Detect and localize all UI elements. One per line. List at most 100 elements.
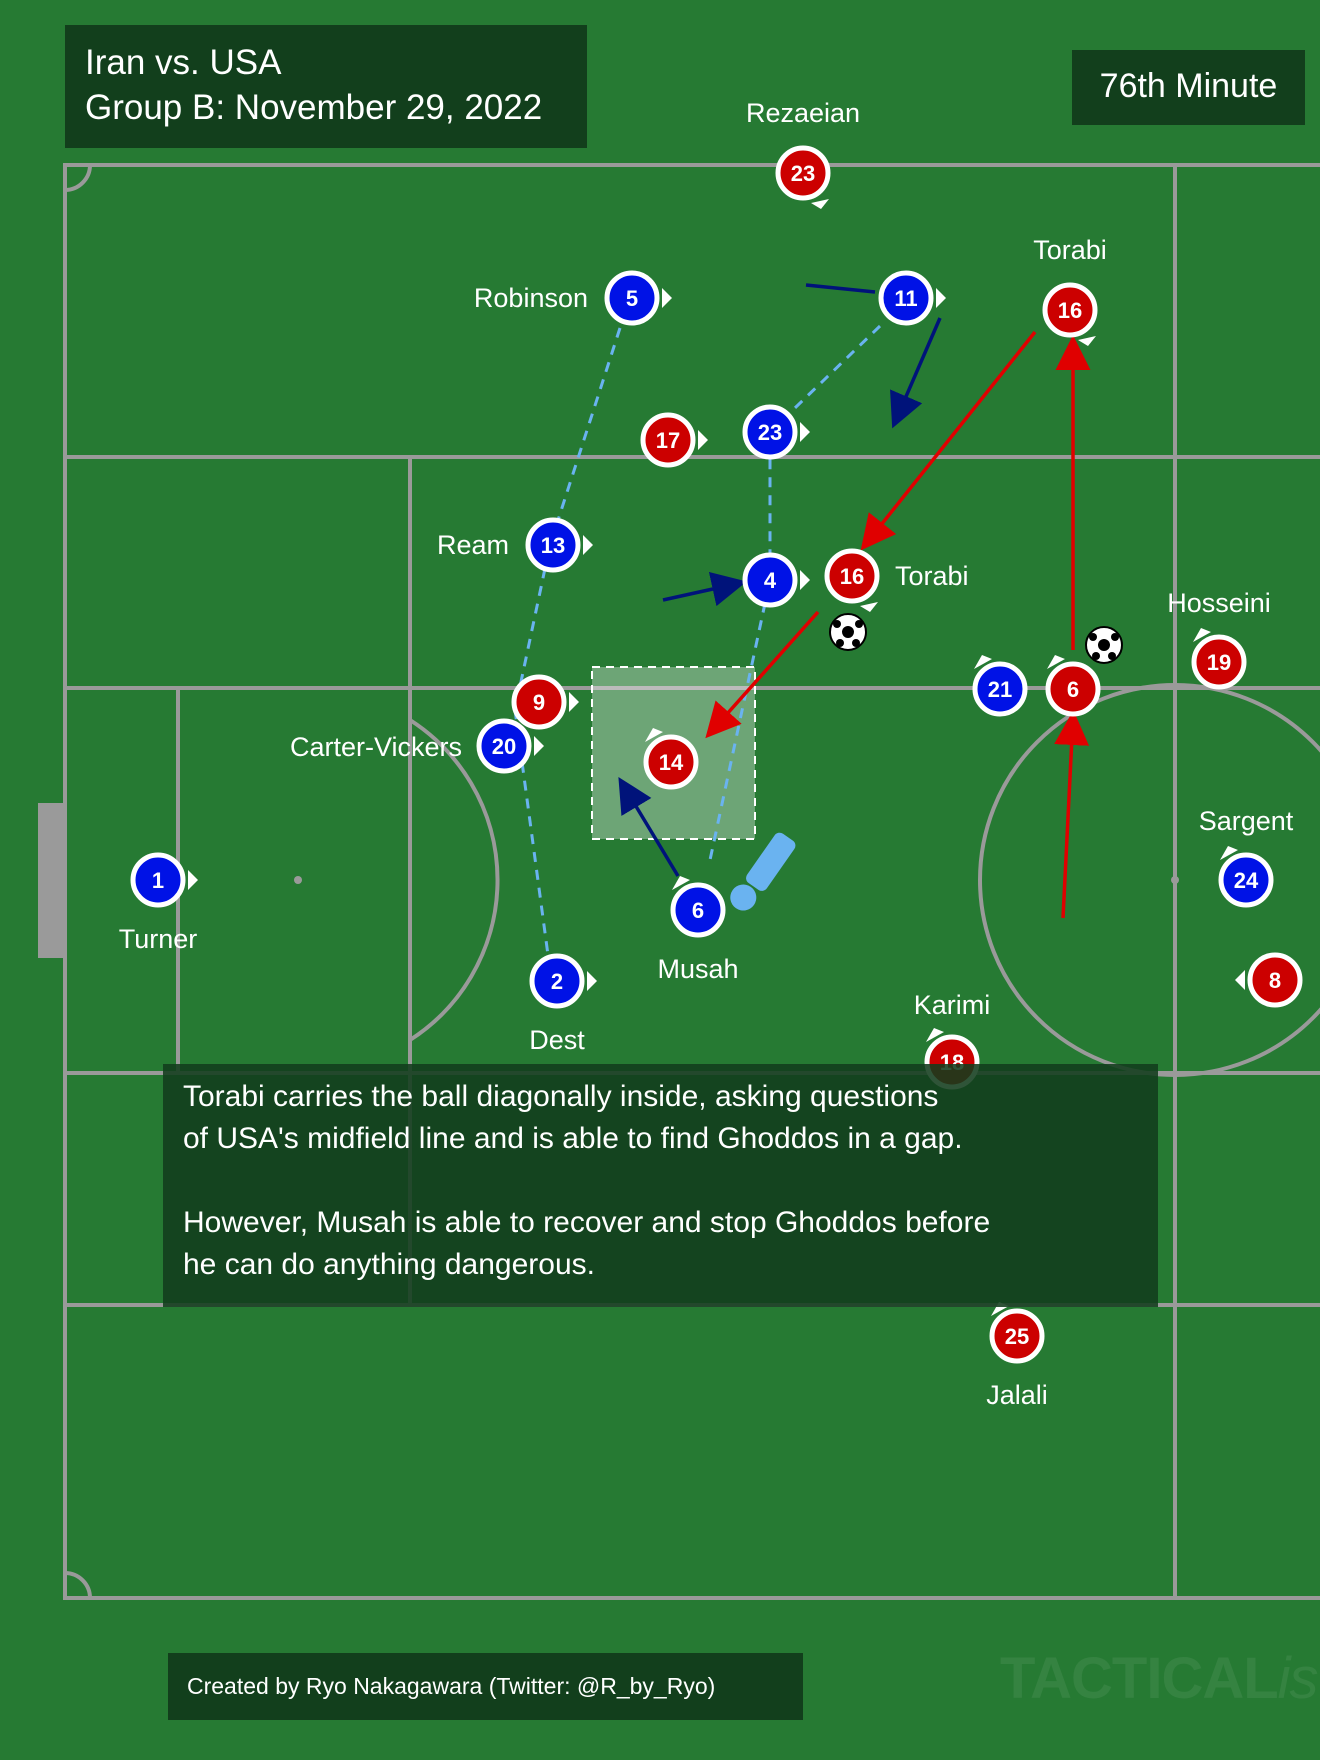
usa-player-21: 21 [972, 655, 1028, 717]
iran-player-8: 8 [1235, 952, 1303, 1008]
usa-player-marker [1218, 852, 1274, 908]
iran-player-number: 16 [840, 564, 864, 589]
usa-player-number: 21 [988, 677, 1012, 702]
usa-player-name: Ream [437, 530, 509, 560]
usa-player-5: 5 Robinson [474, 270, 672, 326]
iran-player-number: 9 [533, 690, 545, 715]
iran-player-number: 23 [791, 161, 815, 186]
soccer-ball-icon [1085, 626, 1123, 664]
usa-player-number: 24 [1234, 868, 1259, 893]
iran-player-marker [1247, 952, 1303, 1008]
run-4-step [662, 571, 747, 607]
direction-triangle-icon [672, 876, 690, 890]
usa-player-marker [972, 661, 1028, 717]
direction-triangle-icon [1078, 336, 1096, 346]
direction-triangle-icon [587, 971, 597, 991]
usa-player-11: 11 [878, 270, 946, 326]
usa-player-marker [670, 882, 726, 938]
direction-triangle-icon [188, 870, 198, 890]
iran-player-6: 6 [1045, 655, 1101, 717]
iran-movements [705, 330, 1091, 919]
iran-player-name: Rezaeian [746, 98, 860, 128]
run-11-press [805, 283, 876, 294]
usa-player-name: Turner [119, 924, 198, 954]
direction-triangle-icon [1047, 655, 1065, 669]
iran-player-number: 8 [1269, 968, 1281, 993]
direction-triangle-icon [1193, 628, 1211, 642]
usa-player-marker [604, 270, 660, 326]
caption-box: Torabi carries the ball diagonally insid… [163, 1064, 1158, 1307]
usa-player-marker [878, 270, 934, 326]
run-6-carry [1054, 710, 1090, 919]
usa-player-number: 20 [492, 734, 516, 759]
pass-to-14 [705, 610, 820, 739]
iran-player-number: 17 [656, 428, 680, 453]
penalty-spot [294, 876, 302, 884]
exclamation-icon [730, 832, 796, 911]
goal [38, 803, 65, 958]
iran-player-marker [643, 734, 699, 790]
iran-player-name: Jalali [986, 1380, 1048, 1410]
usa-player-2: 2 Dest [529, 953, 597, 1055]
usa-player-marker [742, 552, 798, 608]
direction-triangle-icon [583, 535, 593, 555]
run-musah-recover [618, 777, 680, 877]
usa-player-marker [525, 517, 581, 573]
direction-triangle-icon [811, 199, 829, 209]
iran-player-marker [511, 674, 567, 730]
usa-player-4: 4 [742, 552, 810, 608]
iran-player-number: 14 [659, 750, 684, 775]
usa-player-marker [742, 404, 798, 460]
usa-player-name: Carter-Vickers [290, 732, 462, 762]
iran-players: 23 Rezaeian 16 Torabi 17 16 Torabi 9 14 6 19 Hossei… [511, 98, 1303, 1410]
usa-player-23: 23 [742, 404, 810, 460]
usa-player-13: 13 Ream [437, 517, 593, 573]
direction-triangle-icon [974, 655, 992, 669]
usa-player-marker [130, 852, 186, 908]
iran-player-17: 17 [640, 412, 708, 468]
usa-midfield-links [513, 324, 882, 956]
direction-triangle-icon [698, 430, 708, 450]
direction-triangle-icon [800, 570, 810, 590]
iran-player-number: 16 [1058, 298, 1082, 323]
usa-player-number: 4 [764, 568, 777, 593]
iran-player-number: 19 [1207, 650, 1231, 675]
direction-triangle-icon [569, 692, 579, 712]
usa-player-6: 6 Musah [657, 876, 739, 984]
usa-player-20: 20 Carter-Vickers [290, 718, 544, 774]
caption-line-2: of USA's midfield line and is able to fi… [183, 1122, 963, 1155]
minute-label: 76th Minute [1099, 67, 1278, 105]
usa-player-number: 2 [551, 969, 563, 994]
usa-player-number: 13 [541, 533, 565, 558]
caption-line-4: he can do anything dangerous. [183, 1248, 595, 1281]
iran-player-marker [775, 145, 831, 201]
group-date: Group B: November 29, 2022 [85, 88, 543, 127]
credit-text: Created by Ryo Nakagawara (Twitter: @R_b… [187, 1673, 716, 1699]
minute-box: 76th Minute [1072, 50, 1305, 125]
pitch-lines [63, 163, 1320, 1600]
usa-player-1: 1 Turner [119, 852, 198, 954]
iran-player-marker [1042, 282, 1098, 338]
direction-triangle-icon [645, 728, 663, 742]
usa-players: 1 Turner 5 Robinson 11 23 13 Ream 4 20 Carter-Vick… [119, 270, 1294, 1055]
usa-player-name: Robinson [474, 283, 588, 313]
iran-player-23: 23 Rezaeian [746, 98, 860, 209]
caption-line-3: However, Musah is able to recover and st… [183, 1206, 991, 1239]
usa-player-name: Dest [529, 1025, 585, 1055]
usa-player-number: 11 [894, 286, 917, 311]
iran-player-marker [1045, 661, 1101, 717]
watermark-logo: TACTICALista [1000, 1646, 1320, 1711]
iran-player-name: Torabi [1033, 235, 1107, 265]
iran-player-marker [824, 548, 880, 604]
usa-player-number: 1 [152, 868, 164, 893]
usa-player-24: 24 Sargent [1199, 806, 1294, 908]
direction-triangle-icon [936, 288, 946, 308]
direction-triangle-icon [800, 422, 810, 442]
caption-line-1: Torabi carries the ball diagonally insid… [183, 1080, 939, 1113]
direction-triangle-icon [926, 1028, 944, 1042]
iran-player-marker [1191, 634, 1247, 690]
direction-triangle-icon [662, 288, 672, 308]
credit-box: Created by Ryo Nakagawara (Twitter: @R_b… [168, 1653, 803, 1720]
center-spot [1171, 876, 1179, 884]
